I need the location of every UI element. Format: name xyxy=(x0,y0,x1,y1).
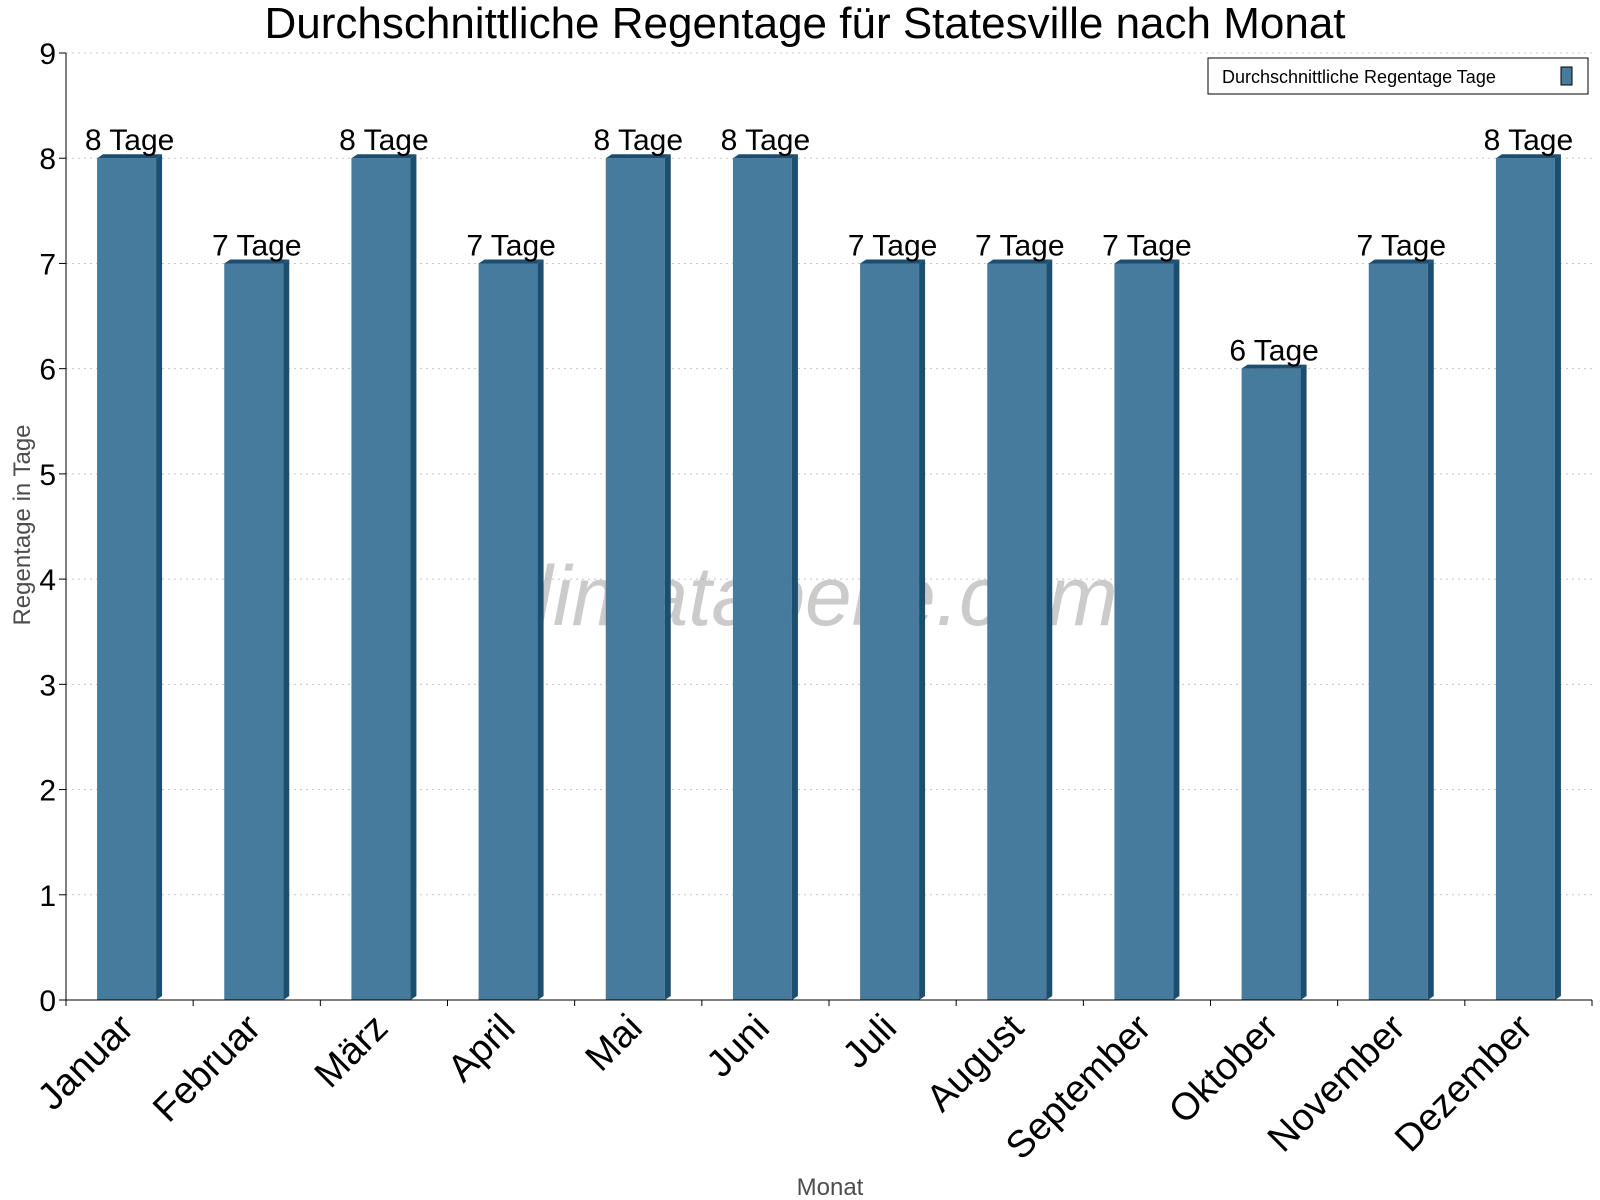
bar-side xyxy=(537,259,544,1000)
data-label: 7 Tage xyxy=(848,229,938,262)
data-label: 7 Tage xyxy=(1356,229,1446,262)
y-tick-labels: 0 1 2 3 4 5 6 7 8 9 xyxy=(39,38,56,1018)
y-tick-label: 5 xyxy=(39,459,56,492)
bar-top xyxy=(987,259,1053,264)
bar-side xyxy=(1300,364,1307,1001)
y-tick-label: 0 xyxy=(39,985,56,1018)
data-label: 7 Tage xyxy=(212,229,302,262)
bar-side xyxy=(1427,259,1434,1000)
legend-swatch xyxy=(1560,66,1573,86)
legend-label: Durchschnittliche Regentage Tage xyxy=(1222,67,1496,87)
x-tick-label: Oktober xyxy=(1161,1006,1287,1132)
bar-top xyxy=(1495,154,1561,159)
x-tick-label: August xyxy=(919,1006,1033,1120)
bar-side xyxy=(283,259,290,1000)
bar-side xyxy=(791,154,798,1000)
y-axis-label: Regentage in Tage xyxy=(9,424,36,625)
y-tick-label: 1 xyxy=(39,880,56,913)
data-label: 8 Tage xyxy=(1484,124,1574,157)
bar xyxy=(97,158,157,1000)
axes xyxy=(59,52,1593,1006)
data-label: 8 Tage xyxy=(339,124,429,157)
bar xyxy=(732,158,792,1000)
data-label: 8 Tage xyxy=(721,124,811,157)
x-tick-label: April xyxy=(440,1007,523,1090)
y-tick-label: 6 xyxy=(39,354,56,387)
x-tick-label: Mai xyxy=(578,1007,651,1080)
data-label: 7 Tage xyxy=(975,229,1065,262)
bar xyxy=(478,263,538,1000)
data-label: 6 Tage xyxy=(1229,335,1319,368)
bar-top xyxy=(1114,259,1180,264)
bar-top xyxy=(97,154,163,159)
y-tick-label: 4 xyxy=(39,564,56,597)
bar-top xyxy=(1241,364,1307,369)
bar xyxy=(987,263,1047,1000)
bar-top xyxy=(860,259,926,264)
bars xyxy=(97,154,1561,1001)
bar xyxy=(860,263,920,1000)
bar-top xyxy=(1368,259,1434,264)
bar-top xyxy=(351,154,417,159)
bar xyxy=(351,158,411,1000)
data-label: 8 Tage xyxy=(85,124,175,157)
bar-top xyxy=(605,154,671,159)
x-tick-label: März xyxy=(307,1007,396,1096)
bar-side xyxy=(919,259,926,1000)
x-tick-label: Januar xyxy=(30,1006,142,1118)
bar-side xyxy=(1173,259,1180,1000)
bar-side xyxy=(156,154,163,1000)
bar-side xyxy=(1554,154,1561,1000)
bar xyxy=(605,158,665,1000)
data-label: 7 Tage xyxy=(1102,229,1192,262)
bar xyxy=(224,263,284,1000)
x-tick-label: Dezember xyxy=(1387,1006,1541,1160)
bar xyxy=(1495,158,1555,1000)
y-tick-label: 8 xyxy=(39,143,56,176)
x-axis-label: Monat xyxy=(797,1174,864,1200)
y-tick-label: 7 xyxy=(39,248,56,281)
legend-box xyxy=(1207,57,1589,95)
y-tick-label: 2 xyxy=(39,775,56,808)
bar-side xyxy=(1046,259,1053,1000)
y-tick-label: 3 xyxy=(39,669,56,702)
y-tick-label: 9 xyxy=(39,38,56,71)
x-tick-label: Juli xyxy=(835,1007,905,1077)
data-labels: 8 Tage 7 Tage 8 Tage 7 Tage 8 Tage 8 Tage 7 Ta… xyxy=(85,124,1573,367)
x-tick-label: Februar xyxy=(145,1006,269,1130)
bar xyxy=(1241,368,1301,1001)
bar-side xyxy=(410,154,417,1000)
bar-top xyxy=(478,259,544,264)
bar-top xyxy=(732,154,798,159)
gridlines xyxy=(66,52,1592,896)
legend: Durchschnittliche Regentage Tage xyxy=(1207,57,1589,95)
x-tick-label: Juni xyxy=(699,1007,778,1086)
bar-side xyxy=(664,154,671,1000)
bar xyxy=(1368,263,1428,1000)
bar-top xyxy=(224,259,290,264)
chart-title: Durchschnittliche Regentage für Statesvi… xyxy=(264,0,1345,48)
x-tick-labels: Januar Februar März April Mai Juni Juli AugustS… xyxy=(30,1006,1541,1167)
x-tick-label: November xyxy=(1260,1006,1414,1160)
data-label: 8 Tage xyxy=(593,124,683,157)
data-label: 7 Tage xyxy=(466,229,556,262)
bar xyxy=(1114,263,1174,1000)
